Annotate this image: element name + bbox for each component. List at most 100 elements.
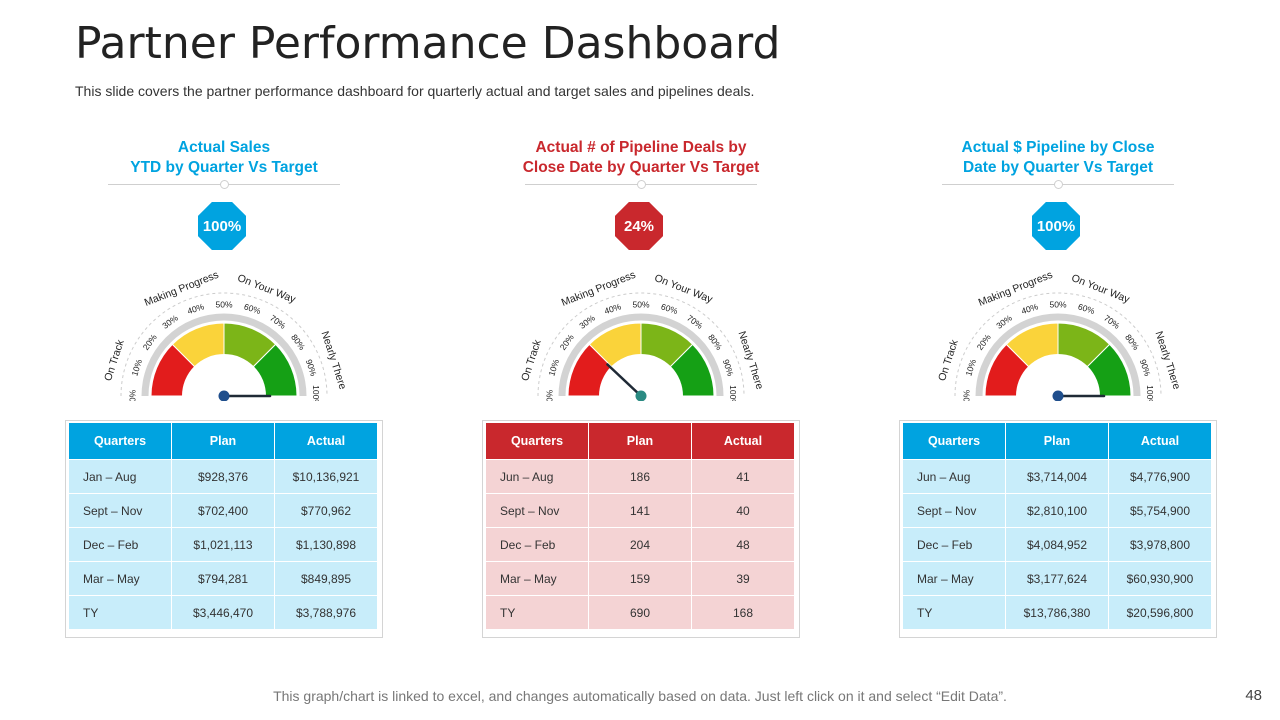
cell-actual: $10,136,921: [275, 460, 377, 493]
cell-plan: 690: [589, 596, 691, 629]
header-plan[interactable]: Plan: [172, 423, 274, 459]
table-row[interactable]: Sept – Nov $2,810,100 $5,754,900: [903, 494, 1211, 527]
header-actual[interactable]: Actual: [692, 423, 794, 459]
page-subtitle: This slide covers the partner performanc…: [75, 83, 755, 99]
gauge-tick-label: 60%: [1077, 301, 1097, 316]
cell-actual: $4,776,900: [1109, 460, 1211, 493]
gauge-band: [141, 313, 307, 397]
table-row[interactable]: Mar – May $3,177,624 $60,930,900: [903, 562, 1211, 595]
gauge-tick-label: 0%: [127, 389, 137, 401]
status-badge: 24%: [615, 202, 663, 250]
panel-title: Actual $ Pipeline by Close Date by Quart…: [899, 138, 1217, 178]
header-plan[interactable]: Plan: [589, 423, 691, 459]
table-row[interactable]: TY $3,446,470 $3,788,976: [69, 596, 377, 629]
gauge-tick-label: 0%: [544, 389, 554, 401]
gauge-chart[interactable]: 0%10%20%30%40% 50% 60%70%80%90%100%On Trac…: [923, 266, 1193, 401]
header-actual[interactable]: Actual: [1109, 423, 1211, 459]
panel-pipeline-deals[interactable]: Actual # of Pipeline Deals by Close Date…: [482, 138, 800, 638]
panel-title: Actual # of Pipeline Deals by Close Date…: [482, 138, 800, 178]
gauge-center: [599, 354, 683, 396]
table-row[interactable]: TY 690 168: [486, 596, 794, 629]
gauge-tick-label: 100%: [728, 385, 738, 401]
gauge-tick-label: 40%: [603, 301, 623, 316]
cell-quarter: Sept – Nov: [903, 494, 1005, 527]
divider-dot: [637, 180, 646, 189]
gauge-tick-label: 100%: [311, 385, 321, 401]
header-plan[interactable]: Plan: [1006, 423, 1108, 459]
header-quarters[interactable]: Quarters: [903, 423, 1005, 459]
status-badge: 100%: [1032, 202, 1080, 250]
gauge-chart[interactable]: 0%10%20%30%40% 50% 60%70%80%90%100%On Trac…: [89, 266, 359, 401]
cell-plan: 186: [589, 460, 691, 493]
cell-plan: $702,400: [172, 494, 274, 527]
table-row[interactable]: Mar – May $794,281 $849,895: [69, 562, 377, 595]
gauge-tick-label: 60%: [660, 301, 680, 316]
header-actual[interactable]: Actual: [275, 423, 377, 459]
gauge-zone-label: Nearly There: [1153, 330, 1183, 391]
data-table[interactable]: Quarters Plan Actual Jun – Aug 186 41 Sept…: [485, 422, 795, 630]
cell-quarter: Mar – May: [486, 562, 588, 595]
table-row[interactable]: Jun – Aug $3,714,004 $4,776,900: [903, 460, 1211, 493]
table-row[interactable]: Dec – Feb $1,021,113 $1,130,898: [69, 528, 377, 561]
gauge-tick-label: 60%: [243, 301, 263, 316]
cell-quarter: Mar – May: [903, 562, 1005, 595]
table-row[interactable]: Dec – Feb $4,084,952 $3,978,800: [903, 528, 1211, 561]
cell-plan: $3,714,004: [1006, 460, 1108, 493]
cell-quarter: Jun – Aug: [903, 460, 1005, 493]
panel-title-line1: Actual $ Pipeline by Close: [961, 139, 1155, 156]
data-table[interactable]: Quarters Plan Actual Jan – Aug $928,376 $1…: [68, 422, 378, 630]
cell-plan: 204: [589, 528, 691, 561]
table-row[interactable]: Mar – May 159 39: [486, 562, 794, 595]
header-quarters[interactable]: Quarters: [486, 423, 588, 459]
cell-plan: $1,021,113: [172, 528, 274, 561]
table-row[interactable]: Dec – Feb 204 48: [486, 528, 794, 561]
gauge-tick-label: 50%: [632, 299, 649, 309]
cell-actual: $1,130,898: [275, 528, 377, 561]
table-row[interactable]: TY $13,786,380 $20,596,800: [903, 596, 1211, 629]
gauge-tick-label: 10%: [963, 358, 978, 378]
panel-actual-sales[interactable]: Actual Sales YTD by Quarter Vs Target 10…: [65, 138, 383, 638]
panel-title-line1: Actual Sales: [177, 139, 271, 156]
cell-plan: 141: [589, 494, 691, 527]
panel-dollar-pipeline[interactable]: Actual $ Pipeline by Close Date by Quart…: [899, 138, 1217, 638]
cell-quarter: TY: [486, 596, 588, 629]
cell-plan: $3,177,624: [1006, 562, 1108, 595]
cell-plan: $4,084,952: [1006, 528, 1108, 561]
header-quarters[interactable]: Quarters: [69, 423, 171, 459]
gauge-zone-label: Making Progress: [560, 269, 638, 309]
data-table[interactable]: Quarters Plan Actual Jun – Aug $3,714,004…: [902, 422, 1212, 630]
gauge-tick-label: 40%: [186, 301, 206, 316]
gauge-outer-arc: [120, 292, 328, 397]
gauge-tick-label: 90%: [304, 358, 319, 378]
gauge-pivot: [218, 390, 230, 401]
cell-plan: 159: [589, 562, 691, 595]
cell-quarter: Dec – Feb: [69, 528, 171, 561]
cell-actual: 48: [692, 528, 794, 561]
gauge-outer-arc: [537, 292, 745, 397]
gauge-center: [1016, 354, 1100, 396]
cell-plan: $13,786,380: [1006, 596, 1108, 629]
cell-actual: $3,788,976: [275, 596, 377, 629]
table-row[interactable]: Sept – Nov 141 40: [486, 494, 794, 527]
footer-note: This graph/chart is linked to excel, and…: [273, 688, 1007, 704]
cell-quarter: TY: [69, 596, 171, 629]
cell-quarter: Mar – May: [69, 562, 171, 595]
gauge-chart[interactable]: 0%10%20%30%40% 50% 60%70%80%90%100%On Trac…: [506, 266, 776, 401]
cell-actual: 40: [692, 494, 794, 527]
page-number: 48: [1245, 687, 1262, 704]
cell-actual: $849,895: [275, 562, 377, 595]
table-row[interactable]: Jun – Aug 186 41: [486, 460, 794, 493]
data-table-box: Quarters Plan Actual Jun – Aug 186 41 Sept…: [482, 420, 800, 638]
table-row[interactable]: Jan – Aug $928,376 $10,136,921: [69, 460, 377, 493]
panel-title-line2: Close Date by Quarter Vs Target: [522, 159, 760, 176]
table-row[interactable]: Sept – Nov $702,400 $770,962: [69, 494, 377, 527]
cell-actual: $770,962: [275, 494, 377, 527]
gauge-band: [558, 313, 724, 397]
panel-title-line2: Date by Quarter Vs Target: [962, 159, 1154, 176]
cell-plan: $794,281: [172, 562, 274, 595]
cell-actual: $60,930,900: [1109, 562, 1211, 595]
gauge-tick-label: 10%: [129, 358, 144, 378]
data-table-box: Quarters Plan Actual Jun – Aug $3,714,004…: [899, 420, 1217, 638]
gauge-outer-arc: [954, 292, 1162, 397]
cell-quarter: Sept – Nov: [69, 494, 171, 527]
